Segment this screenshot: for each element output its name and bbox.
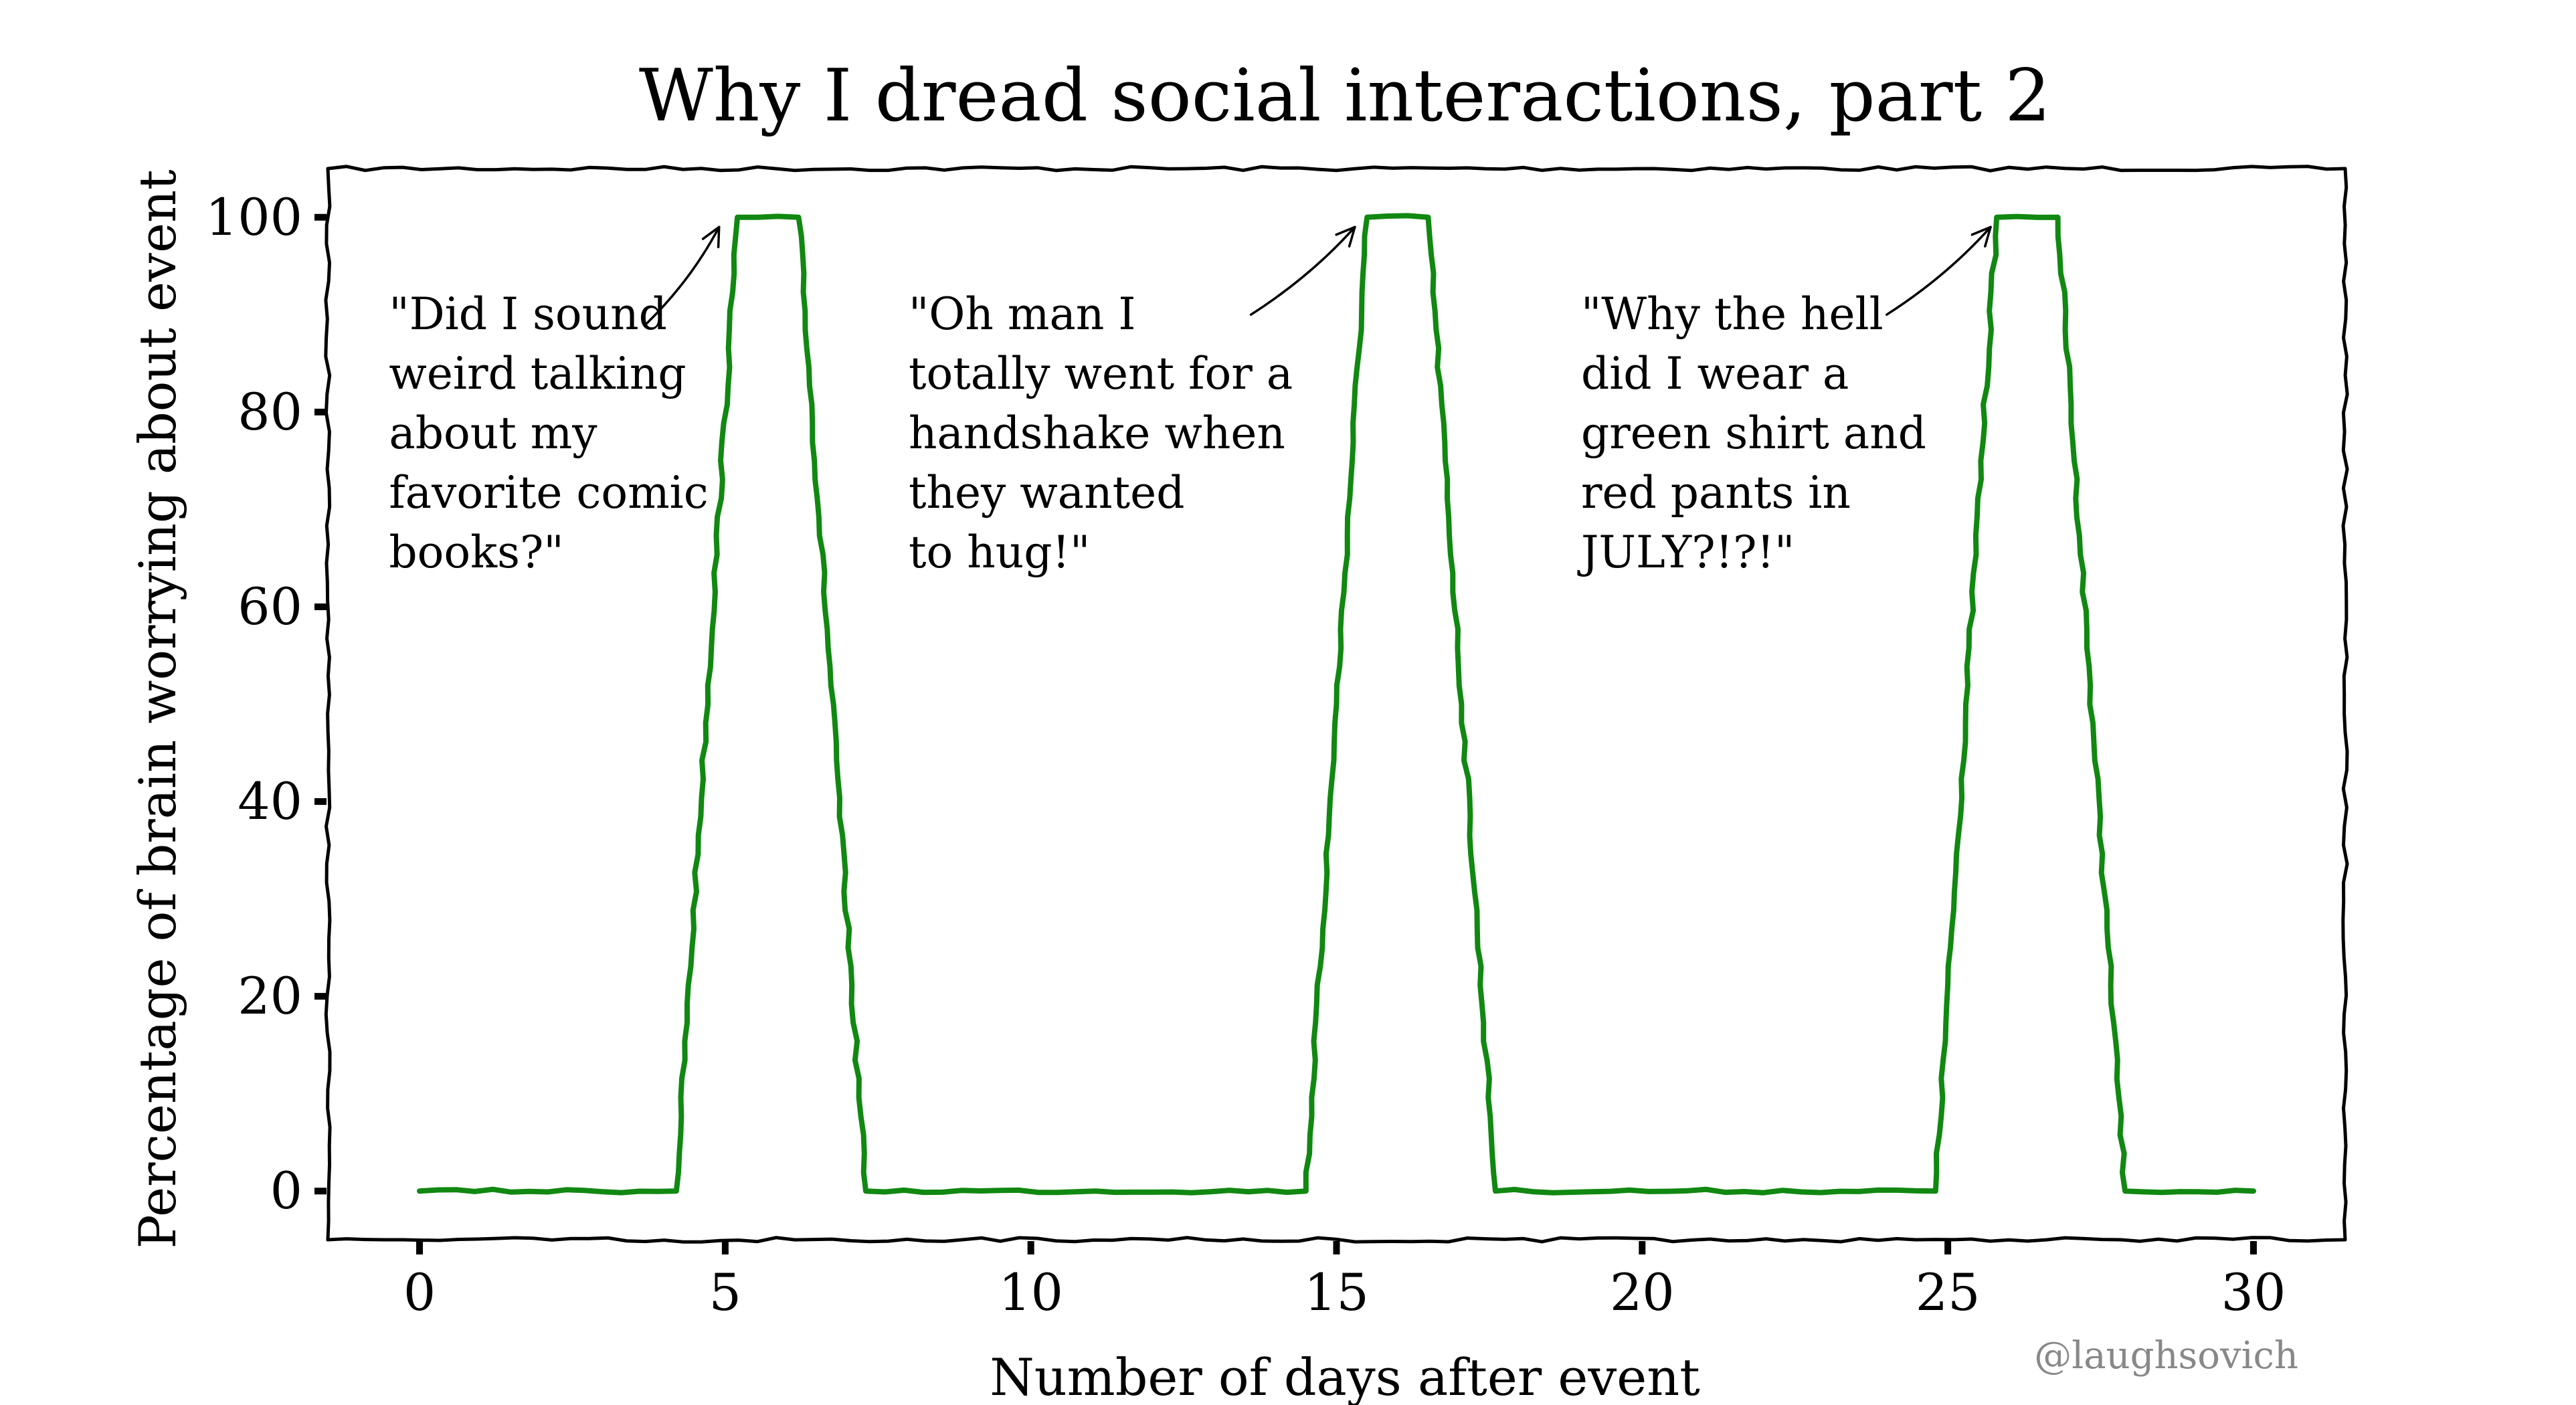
y-axis-label: Percentage of brain worrying about event: [128, 169, 187, 1248]
y-tick-label: 100: [205, 187, 302, 247]
frame-left: [324, 167, 332, 1242]
y-tick-label: 80: [238, 382, 302, 442]
x-tick-label: 5: [709, 1262, 741, 1322]
x-tick-label: 25: [1916, 1262, 1981, 1322]
y-tick-label: 40: [238, 771, 302, 831]
frame-right: [2341, 167, 2349, 1242]
y-tick-label: 60: [238, 577, 302, 636]
series-line: [417, 213, 2256, 1196]
annotation-text: "Did I sound weird talking about my favorit…: [389, 288, 708, 578]
x-axis-label: Number of days after event: [990, 1347, 1700, 1405]
x-tick-label: 10: [998, 1262, 1063, 1322]
annotation-line: weird talking: [389, 348, 686, 399]
y-tick-label: 0: [270, 1161, 302, 1220]
x-axis: 0 5 10 15 20 25 30: [403, 1241, 2286, 1322]
annotation-arrowhead: [701, 225, 721, 249]
annotation-line: "Why the hell: [1581, 288, 1883, 340]
annotation-arrowhead: [1335, 225, 1356, 248]
x-tick-label: 30: [2221, 1262, 2286, 1322]
frame-top: [326, 165, 2347, 173]
plot-frame: [324, 165, 2349, 1244]
annotation-line: "Oh man I: [909, 288, 1135, 340]
annotation-arrow: [1885, 225, 1992, 316]
watermark: @laughsovich: [2034, 1334, 2298, 1378]
annotation-text: "Why the hell did I wear a green shirt and…: [1577, 288, 1926, 578]
annotation-arrow: [1249, 225, 1356, 316]
chart-title: Why I dread social interactions, part 2: [639, 54, 2051, 138]
annotation-line: did I wear a: [1581, 348, 1849, 399]
y-axis: 0 20 40 60 80 100: [205, 187, 327, 1220]
annotation-line: to hug!": [909, 527, 1090, 578]
annotation-line: red pants in: [1581, 467, 1851, 519]
annotation-arrow: [644, 225, 721, 326]
annotation-line: about my: [389, 407, 597, 459]
annotation-line: favorite comic: [389, 467, 708, 519]
annotation-line: handshake when: [909, 407, 1285, 459]
annotation-layer: "Did I sound weird talking about my favorit…: [389, 225, 1992, 578]
annotation-text: "Oh man I totally went for a handshake whe…: [909, 288, 1293, 578]
x-tick-label: 20: [1610, 1262, 1675, 1322]
y-tick-label: 20: [238, 966, 302, 1026]
annotation-line: green shirt and: [1581, 407, 1926, 459]
annotation-arrowhead: [1970, 225, 1992, 248]
annotation-line: totally went for a: [909, 348, 1293, 399]
annotation-line: they wanted: [909, 467, 1185, 519]
frame-bottom: [326, 1236, 2347, 1244]
series-layer: [417, 213, 2256, 1196]
annotation-line: JULY?!?!": [1577, 527, 1795, 578]
annotation-line: "Did I sound: [389, 288, 667, 340]
annotation-line: books?": [389, 527, 563, 578]
x-tick-label: 0: [403, 1262, 436, 1322]
x-tick-label: 15: [1304, 1262, 1369, 1322]
